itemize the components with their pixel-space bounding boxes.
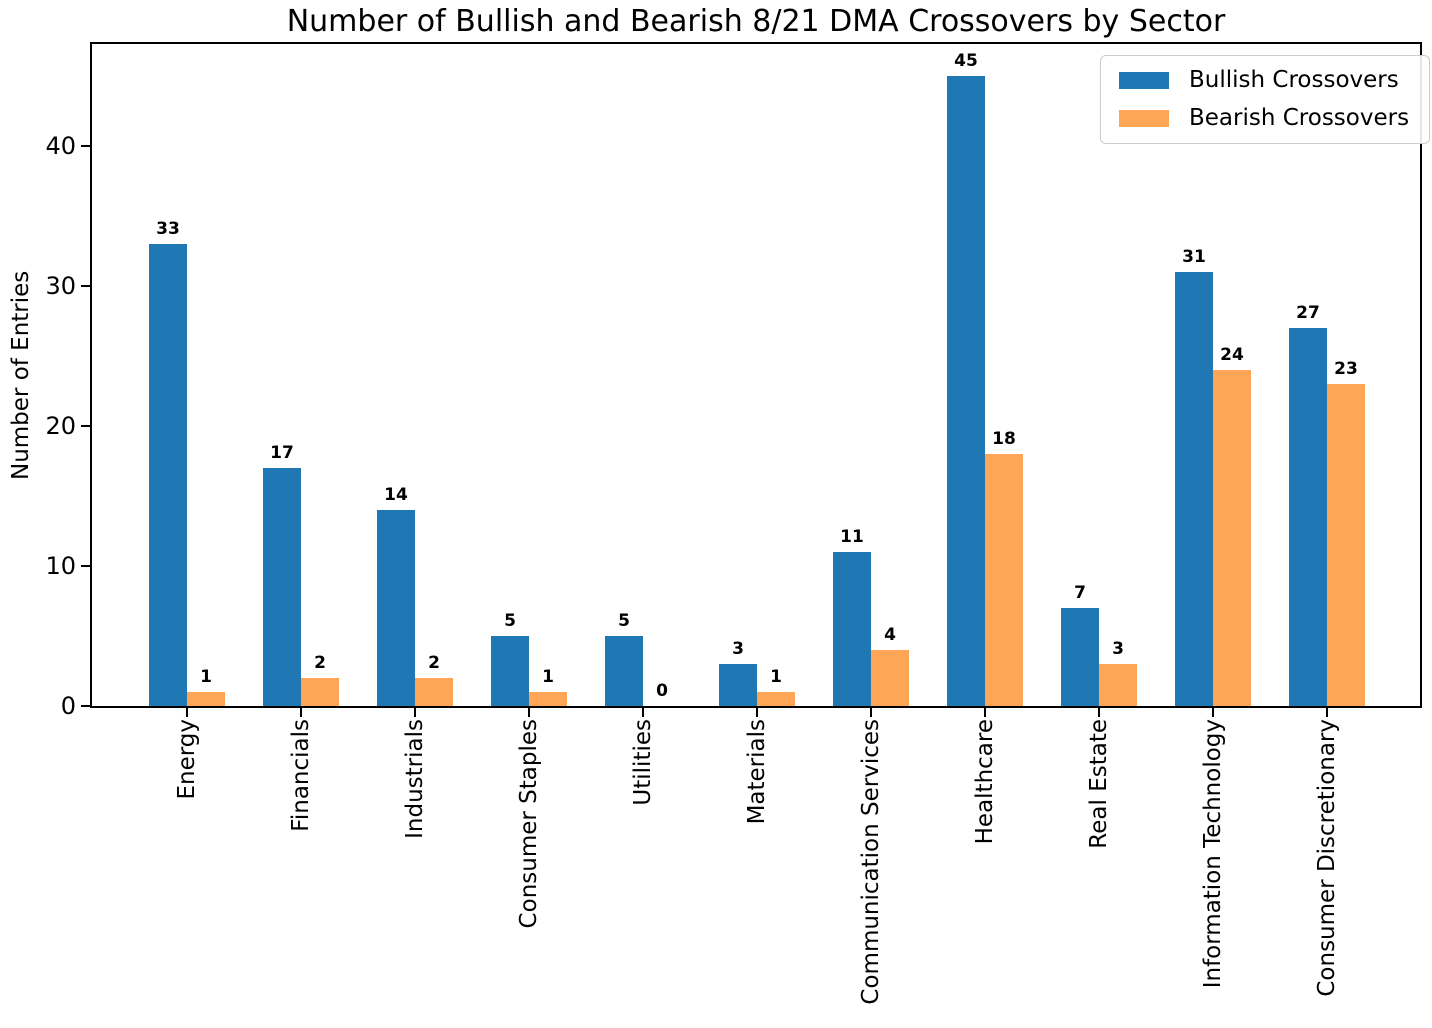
bar-value-label: 1 — [770, 667, 782, 687]
y-tick-label: 40 — [45, 131, 76, 160]
y-tick-mark — [81, 705, 90, 707]
bar-bullish-communication-services — [833, 552, 871, 706]
bar-bearish-financials — [301, 678, 339, 706]
bar-value-label: 5 — [504, 611, 516, 631]
x-tick-label-information-technology: Information Technology — [1200, 719, 1226, 989]
y-tick-label: 0 — [60, 692, 76, 720]
bar-bullish-real-estate — [1061, 608, 1099, 706]
bar-bearish-real-estate — [1099, 664, 1137, 706]
x-tick-label-healthcare: Healthcare — [972, 719, 998, 845]
bar-bearish-energy — [187, 692, 225, 706]
bar-bullish-information-technology — [1175, 272, 1213, 706]
x-tick-label-financials: Financials — [288, 719, 314, 832]
bar-bullish-utilities — [605, 636, 643, 706]
bar-bearish-consumer-staples — [529, 692, 567, 706]
bar-value-label: 17 — [270, 443, 294, 463]
legend-swatch-bearish — [1119, 110, 1169, 127]
bar-value-label: 23 — [1334, 359, 1358, 379]
y-tick-label: 10 — [45, 551, 76, 580]
x-tick-label-energy: Energy — [174, 719, 200, 800]
bar-bearish-consumer-discretionary — [1327, 384, 1365, 706]
bar-bullish-energy — [149, 244, 187, 706]
x-tick-label-consumer-discretionary: Consumer Discretionary — [1314, 719, 1340, 997]
x-tick-mark — [642, 708, 644, 717]
bar-bearish-healthcare — [985, 454, 1023, 706]
bar-bearish-materials — [757, 692, 795, 706]
bar-value-label: 27 — [1296, 303, 1320, 323]
bar-value-label: 4 — [884, 625, 896, 645]
y-tick-mark — [81, 284, 90, 287]
bar-bullish-financials — [263, 468, 301, 706]
x-tick-label-industrials: Industrials — [402, 719, 428, 839]
bar-value-label: 18 — [992, 429, 1016, 449]
bar-bearish-communication-services — [871, 650, 909, 706]
x-tick-label-real-estate: Real Estate — [1086, 719, 1112, 849]
x-tick-label-consumer-staples: Consumer Staples — [516, 719, 542, 929]
bar-value-label: 45 — [954, 51, 978, 71]
y-tick-mark — [81, 144, 90, 147]
x-tick-mark — [870, 708, 872, 717]
legend: Bullish Crossovers Bearish Crossovers — [1100, 55, 1431, 144]
bar-value-label: 3 — [1112, 639, 1124, 659]
bar-bearish-information-technology — [1213, 370, 1251, 706]
bar-value-label: 2 — [428, 653, 440, 673]
legend-item-bullish: Bullish Crossovers — [1119, 67, 1409, 94]
bar-value-label: 14 — [384, 485, 408, 505]
bar-bullish-healthcare — [947, 76, 985, 706]
legend-label-bearish: Bearish Crossovers — [1189, 105, 1410, 131]
bar-bullish-consumer-staples — [491, 636, 529, 706]
bar-value-label: 0 — [656, 681, 668, 701]
x-tick-mark — [300, 708, 302, 717]
x-tick-mark — [414, 708, 416, 717]
y-tick-label: 20 — [45, 411, 76, 440]
plot-area: 0 10 20 30 40 Energy 33 1 Financials 17 2 Industria… — [45, 42, 1422, 1005]
bar-value-label: 5 — [618, 611, 630, 631]
bar-bearish-industrials — [415, 678, 453, 706]
x-tick-mark — [756, 708, 758, 717]
x-tick-mark — [186, 708, 188, 717]
bar-value-label: 3 — [732, 639, 744, 659]
bar-value-label: 1 — [542, 667, 554, 687]
bar-value-label: 11 — [840, 527, 864, 547]
y-tick-mark — [81, 424, 90, 427]
x-tick-mark — [1212, 708, 1214, 717]
x-tick-mark — [1098, 708, 1100, 717]
bar-bullish-industrials — [377, 510, 415, 706]
legend-swatch-bullish — [1119, 72, 1169, 89]
x-tick-label-materials: Materials — [744, 719, 770, 825]
x-tick-label-utilities: Utilities — [630, 719, 656, 806]
bar-value-label: 7 — [1074, 583, 1086, 603]
bar-value-label: 33 — [156, 219, 180, 239]
x-tick-mark — [528, 708, 530, 717]
bar-value-label: 2 — [314, 653, 326, 673]
y-tick-label: 30 — [45, 271, 76, 300]
x-tick-mark — [984, 708, 986, 717]
chart-title: Number of Bullish and Bearish 8/21 DMA C… — [286, 4, 1226, 39]
bar-value-label: 31 — [1182, 247, 1206, 267]
x-tick-label-communication-services: Communication Services — [858, 719, 884, 1005]
bar-value-label: 1 — [200, 667, 212, 687]
bar-bullish-consumer-discretionary — [1289, 328, 1327, 706]
legend-label-bullish: Bullish Crossovers — [1189, 67, 1399, 93]
legend-item-bearish: Bearish Crossovers — [1119, 105, 1409, 132]
y-tick-mark — [81, 564, 90, 567]
bar-bullish-materials — [719, 664, 757, 706]
bar-value-label: 24 — [1220, 345, 1244, 365]
x-tick-mark — [1326, 708, 1328, 717]
